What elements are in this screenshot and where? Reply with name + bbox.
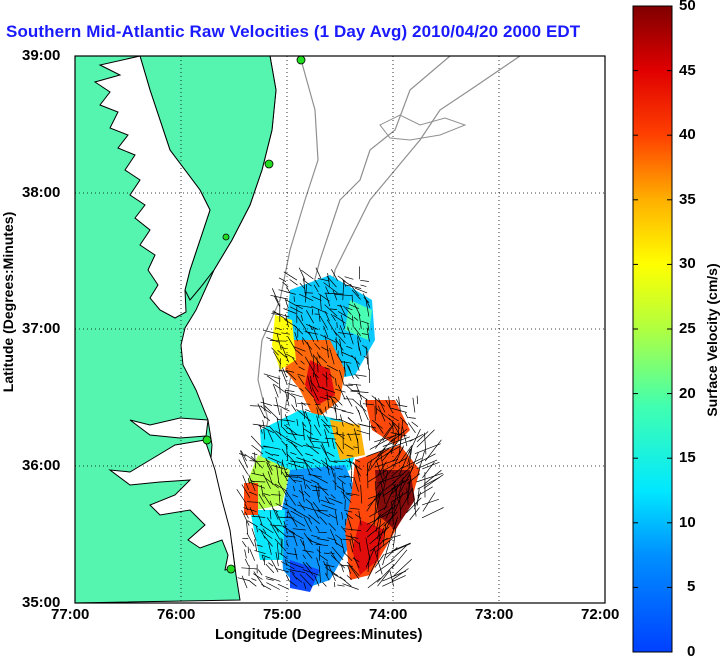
y-tick-label: 36:00 [22, 457, 60, 474]
colorbar-tick-label: 45 [679, 62, 696, 79]
station-marker [297, 56, 305, 64]
x-tick-label: 72:00 [581, 606, 619, 623]
colorbar-tick-label: 25 [679, 320, 696, 337]
velocity-vector [337, 322, 338, 328]
x-axis-label: Longitude (Degrees:Minutes) [215, 626, 423, 643]
colorbar-tick-label: 10 [679, 514, 696, 531]
y-tick-label: 38:00 [22, 184, 60, 201]
station-marker [223, 234, 229, 240]
y-tick-label: 39:00 [22, 47, 60, 64]
x-tick-label: 75:00 [263, 606, 301, 623]
colorbar-label: Surface Velocity (cm/s) [704, 240, 720, 440]
velocity-vector [248, 547, 249, 554]
station-marker [265, 160, 273, 168]
colorbar-tick-label: 35 [679, 191, 696, 208]
velocity-vector [294, 296, 295, 302]
colorbar [633, 6, 672, 652]
y-axis-label: Latitude (Degrees:Minutes) [0, 202, 16, 402]
colorbar-tick-label: 50 [679, 0, 696, 14]
colorbar-tick-label: 30 [679, 255, 696, 272]
x-tick-label: 73:00 [475, 606, 513, 623]
velocity-vector [334, 461, 346, 462]
x-tick-label: 74:00 [369, 606, 407, 623]
colorbar-tick-label: 15 [679, 449, 696, 466]
station-marker [203, 436, 211, 444]
colorbar-tick-label: 40 [679, 126, 696, 143]
station-marker [227, 565, 235, 573]
y-tick-label: 37:00 [22, 320, 60, 337]
colorbar-tick-label: 0 [687, 643, 695, 660]
x-tick-label: 76:00 [157, 606, 195, 623]
velocity-vector [288, 510, 289, 518]
velocity-vector [250, 406, 262, 407]
colorbar-tick-label: 20 [679, 385, 696, 402]
velocity-vector [347, 434, 354, 435]
velocity-vector [319, 486, 320, 497]
x-tick-label: 77:00 [51, 606, 89, 623]
colorbar-tick-label: 5 [687, 578, 695, 595]
